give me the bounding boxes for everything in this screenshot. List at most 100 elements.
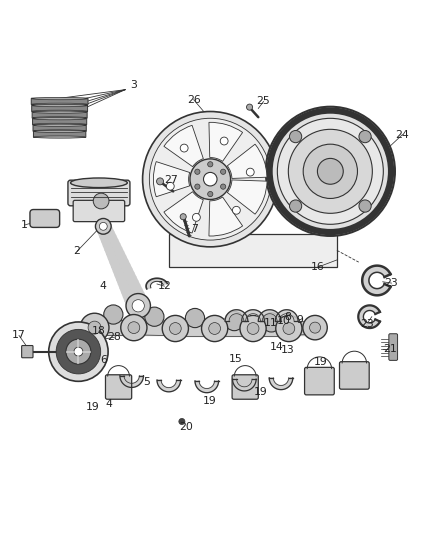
Text: 19: 19	[254, 387, 267, 397]
Circle shape	[220, 137, 228, 145]
Polygon shape	[146, 278, 167, 289]
FancyBboxPatch shape	[389, 334, 398, 360]
Circle shape	[266, 107, 395, 236]
Circle shape	[56, 329, 101, 374]
Wedge shape	[164, 125, 203, 167]
Circle shape	[359, 200, 371, 212]
Polygon shape	[97, 223, 112, 233]
Circle shape	[128, 322, 140, 334]
Circle shape	[74, 347, 83, 356]
Circle shape	[290, 200, 302, 212]
Circle shape	[57, 346, 68, 357]
Circle shape	[201, 316, 228, 342]
Polygon shape	[105, 244, 122, 255]
Text: 19: 19	[314, 357, 327, 367]
Text: 17: 17	[12, 330, 26, 341]
FancyBboxPatch shape	[339, 362, 369, 389]
Text: 2: 2	[74, 246, 81, 256]
Text: 28: 28	[107, 332, 121, 342]
Wedge shape	[209, 197, 243, 236]
Wedge shape	[209, 123, 243, 161]
Text: 12: 12	[158, 281, 171, 291]
Ellipse shape	[32, 117, 87, 119]
Circle shape	[209, 322, 220, 334]
Text: 15: 15	[229, 354, 243, 364]
Circle shape	[170, 322, 181, 334]
Circle shape	[185, 309, 205, 328]
Polygon shape	[225, 310, 248, 321]
Circle shape	[204, 172, 217, 186]
FancyBboxPatch shape	[68, 180, 130, 206]
Circle shape	[121, 314, 147, 341]
Text: 9: 9	[297, 315, 303, 325]
Text: 23: 23	[385, 278, 398, 288]
FancyBboxPatch shape	[32, 118, 87, 125]
Circle shape	[221, 184, 226, 189]
FancyBboxPatch shape	[21, 345, 33, 358]
Polygon shape	[113, 264, 132, 276]
Ellipse shape	[71, 178, 127, 188]
Circle shape	[192, 213, 200, 221]
Polygon shape	[115, 269, 134, 280]
Text: 1: 1	[21, 220, 28, 230]
Polygon shape	[242, 310, 265, 321]
Ellipse shape	[33, 118, 86, 120]
Circle shape	[66, 339, 91, 364]
Circle shape	[49, 322, 108, 381]
Polygon shape	[120, 376, 144, 387]
Wedge shape	[153, 161, 190, 197]
Text: 11: 11	[264, 318, 277, 328]
Circle shape	[126, 294, 150, 318]
Circle shape	[310, 322, 321, 333]
FancyBboxPatch shape	[30, 209, 60, 228]
Circle shape	[208, 191, 213, 197]
Circle shape	[208, 161, 213, 167]
Circle shape	[359, 131, 371, 143]
Circle shape	[277, 118, 383, 224]
Ellipse shape	[32, 110, 87, 112]
FancyBboxPatch shape	[31, 98, 88, 105]
Text: 7: 7	[191, 224, 198, 235]
Polygon shape	[127, 297, 148, 310]
Polygon shape	[110, 256, 128, 268]
Circle shape	[246, 168, 254, 176]
Polygon shape	[358, 305, 380, 328]
Circle shape	[262, 313, 281, 332]
Wedge shape	[227, 180, 267, 214]
Text: 24: 24	[396, 130, 409, 140]
Circle shape	[88, 321, 101, 334]
Circle shape	[156, 178, 163, 185]
Ellipse shape	[32, 104, 87, 107]
Polygon shape	[120, 281, 140, 293]
Circle shape	[240, 316, 266, 342]
Text: 16: 16	[311, 262, 324, 272]
Polygon shape	[125, 293, 146, 306]
Circle shape	[99, 222, 107, 230]
Polygon shape	[157, 380, 180, 392]
Circle shape	[195, 184, 200, 189]
Polygon shape	[107, 248, 124, 259]
Circle shape	[149, 118, 271, 240]
Polygon shape	[122, 285, 142, 297]
Polygon shape	[117, 273, 136, 285]
Circle shape	[247, 322, 259, 334]
Text: 4: 4	[100, 281, 107, 291]
Text: 21: 21	[383, 344, 397, 353]
Ellipse shape	[33, 124, 86, 126]
Polygon shape	[269, 378, 293, 390]
Circle shape	[190, 159, 230, 199]
Circle shape	[132, 300, 145, 312]
Polygon shape	[112, 261, 130, 272]
Text: 25: 25	[257, 96, 270, 107]
FancyBboxPatch shape	[32, 112, 87, 118]
Polygon shape	[119, 277, 138, 289]
Circle shape	[303, 316, 327, 340]
Circle shape	[162, 316, 188, 342]
Circle shape	[145, 307, 164, 326]
Text: 14: 14	[270, 342, 283, 352]
Wedge shape	[164, 192, 203, 233]
Ellipse shape	[34, 136, 85, 138]
Circle shape	[283, 322, 295, 334]
Circle shape	[276, 316, 302, 342]
Polygon shape	[276, 310, 298, 321]
